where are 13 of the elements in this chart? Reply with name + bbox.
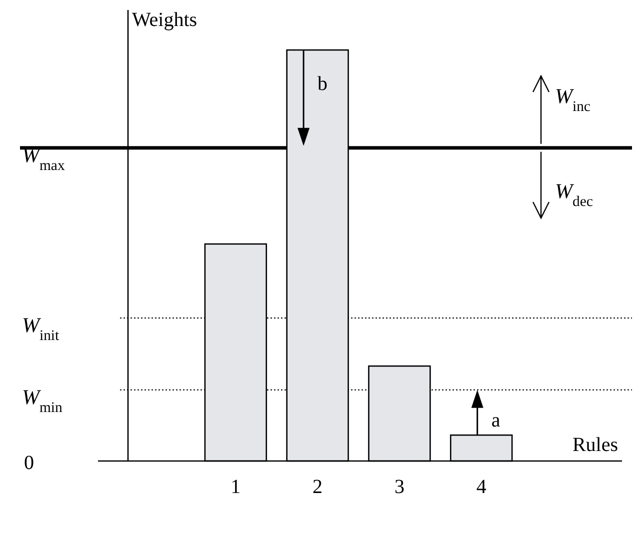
y-axis-title: Weights: [132, 9, 198, 31]
text: W$_{dec}$: [555, 179, 594, 210]
text: W$_{inc}$: [555, 84, 591, 115]
annotation: a: [491, 410, 500, 432]
x-axis-title: Rules: [572, 434, 618, 456]
text: 0: [24, 452, 34, 474]
x-tick-label: 3: [394, 476, 404, 498]
ref-line-label: W$_{init}$: [22, 312, 60, 344]
x-tick-label: 4: [476, 476, 486, 498]
annotation: b: [318, 73, 328, 95]
x-tick-label: 2: [312, 476, 323, 498]
x-tick-label: 1: [230, 476, 241, 498]
ref-line-label: W$_{min}$: [22, 384, 64, 416]
